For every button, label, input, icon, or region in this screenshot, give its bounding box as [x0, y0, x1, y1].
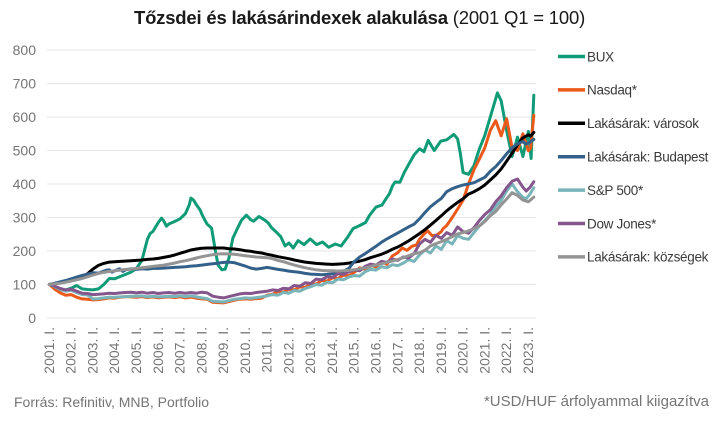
svg-text:2010. I.: 2010. I. [237, 327, 253, 374]
svg-text:2019. I.: 2019. I. [433, 327, 449, 374]
svg-text:2017. I.: 2017. I. [389, 327, 405, 374]
svg-text:Nasdaq*: Nasdaq* [587, 83, 638, 98]
svg-text:600: 600 [13, 109, 37, 125]
svg-text:S&P 500*: S&P 500* [587, 183, 644, 198]
svg-text:400: 400 [13, 176, 37, 192]
svg-text:300: 300 [13, 210, 37, 226]
svg-text:2014. I.: 2014. I. [324, 327, 340, 374]
svg-text:800: 800 [13, 42, 37, 58]
svg-text:2013. I.: 2013. I. [302, 327, 318, 374]
svg-text:2002. I.: 2002. I. [63, 327, 79, 374]
svg-text:2021. I.: 2021. I. [476, 327, 492, 374]
svg-text:2016. I.: 2016. I. [368, 327, 384, 374]
svg-text:2008. I.: 2008. I. [193, 327, 209, 374]
svg-text:2015. I.: 2015. I. [346, 327, 362, 374]
svg-text:500: 500 [13, 143, 37, 159]
svg-text:2009. I.: 2009. I. [215, 327, 231, 374]
svg-text:2022. I.: 2022. I. [498, 327, 514, 374]
svg-text:100: 100 [13, 277, 37, 293]
svg-text:BUX: BUX [587, 49, 614, 64]
svg-text:Lakásárak: községek: Lakásárak: községek [587, 250, 709, 265]
svg-text:0: 0 [28, 310, 36, 326]
svg-text:2007. I.: 2007. I. [172, 327, 188, 374]
svg-text:2004. I.: 2004. I. [106, 327, 122, 374]
svg-text:2018. I.: 2018. I. [411, 327, 427, 374]
svg-text:2023. I.: 2023. I. [520, 327, 536, 374]
svg-text:2011. I.: 2011. I. [259, 327, 275, 373]
svg-text:700: 700 [13, 76, 37, 92]
svg-text:200: 200 [13, 243, 37, 259]
svg-text:Lakásárak: városok: Lakásárak: városok [587, 116, 699, 131]
svg-text:2005. I.: 2005. I. [128, 327, 144, 374]
svg-text:2001. I.: 2001. I. [41, 327, 57, 374]
svg-text:2012. I.: 2012. I. [280, 327, 296, 374]
svg-text:2006. I.: 2006. I. [150, 327, 166, 374]
svg-text:Dow Jones*: Dow Jones* [587, 216, 657, 231]
svg-text:2003. I.: 2003. I. [84, 327, 100, 374]
svg-text:2020. I.: 2020. I. [455, 327, 471, 374]
svg-text:Lakásárak: Budapest: Lakásárak: Budapest [587, 150, 709, 165]
